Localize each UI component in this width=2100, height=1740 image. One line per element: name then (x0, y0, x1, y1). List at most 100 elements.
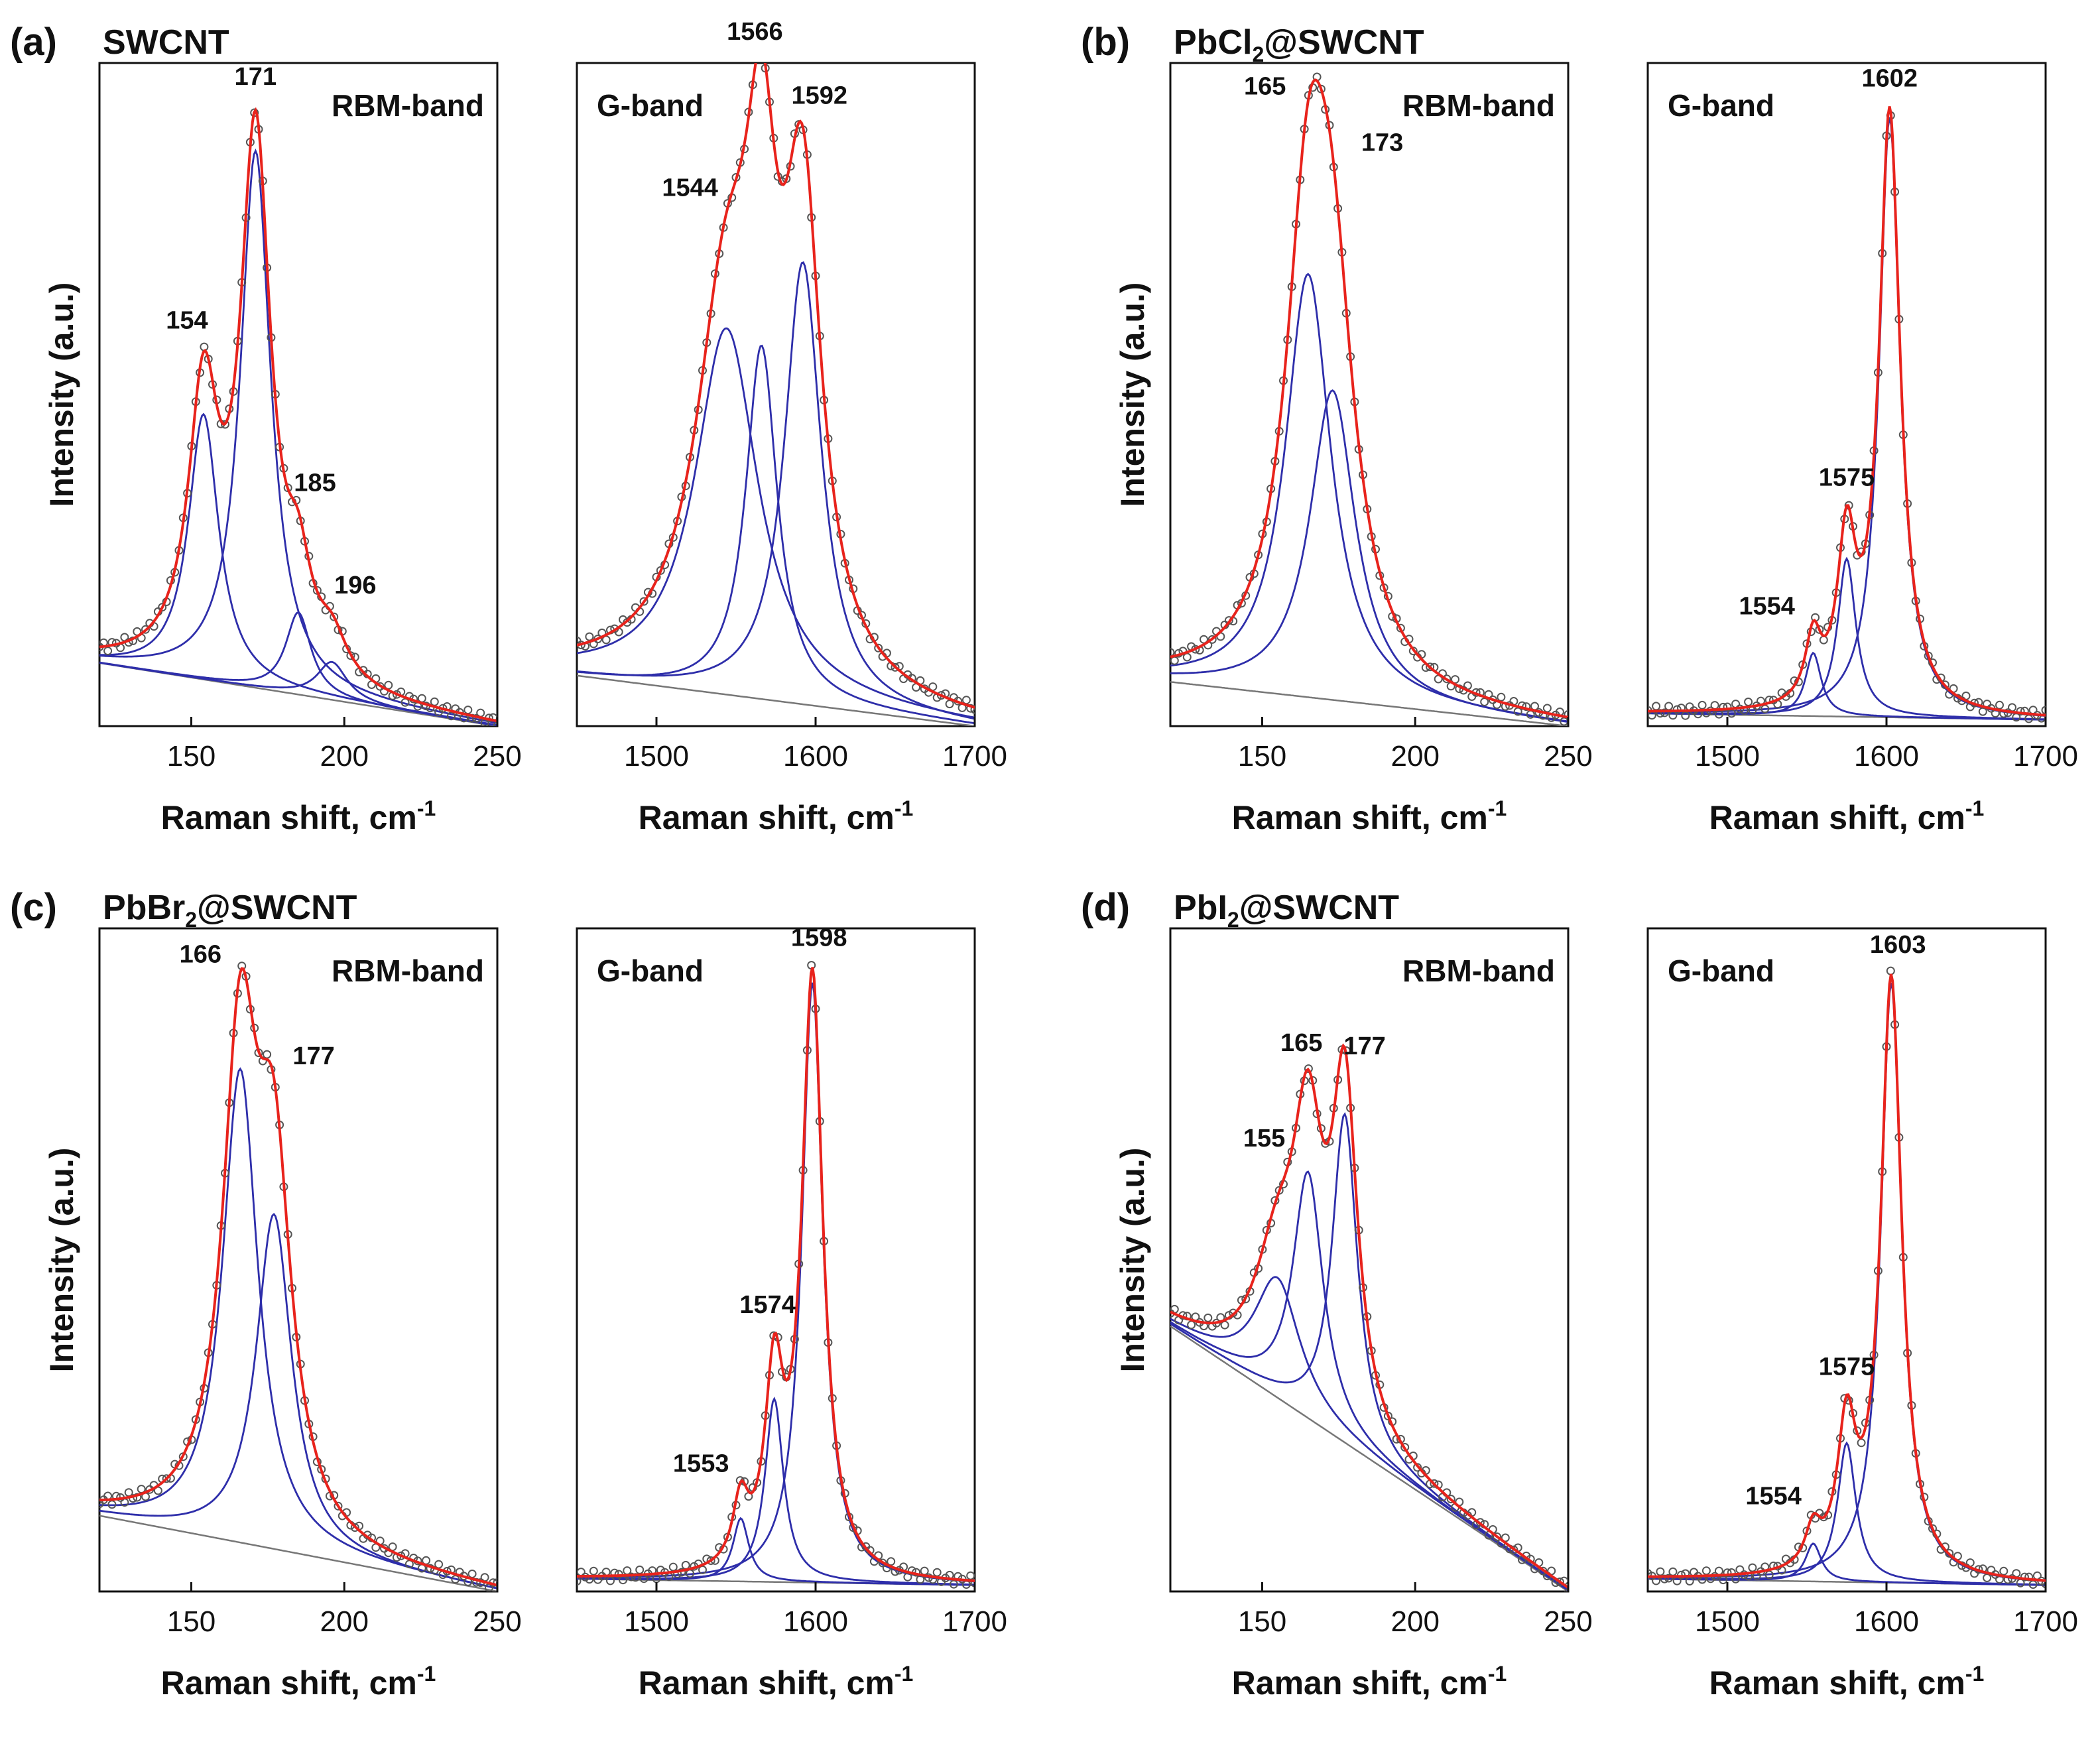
peak-label: 166 (180, 940, 221, 968)
component-peak-1602 (1648, 117, 2046, 717)
peak-label: 1598 (791, 924, 847, 952)
component-peak-1574 (577, 1397, 975, 1585)
data-point (1999, 1566, 2008, 1576)
peak-label: 171 (235, 63, 277, 91)
y-axis-label: Intensity (a.u.) (43, 1148, 80, 1373)
data-point (2041, 706, 2046, 715)
band-label: RBM-band (1402, 954, 1555, 988)
data-point (2024, 1572, 2034, 1582)
plot-frame (1646, 62, 2047, 727)
data-point (480, 1573, 489, 1582)
data-point (1430, 1479, 1439, 1488)
data-point (1542, 704, 1552, 713)
data-point (1187, 1320, 1196, 1330)
data-point (1480, 698, 1489, 706)
plot-area (1648, 106, 2046, 723)
x-tick-label: 250 (1544, 1605, 1592, 1638)
subplot-g-band-3: 1500 1600 1700 Raman shift, cm-1 G-band 1554 1… (1646, 927, 2078, 1702)
data-point (334, 1501, 343, 1511)
plot-area (99, 962, 497, 1591)
band-label: G-band (1668, 88, 1774, 123)
fit-curve (1648, 973, 2046, 1582)
data-point (1701, 1566, 1711, 1576)
component-peak-177 (1170, 1112, 1568, 1591)
data-point (1764, 1570, 1774, 1580)
data-point (1744, 698, 1753, 706)
component-peak-1575 (1648, 1441, 2046, 1586)
component-peak-173 (1170, 389, 1568, 723)
plot-frame (1169, 927, 1570, 1593)
x-axis-label: Raman shift, cm-1 (1709, 796, 1985, 836)
fit-curve (1170, 1043, 1568, 1589)
plot-area (1170, 1043, 1568, 1591)
panel-label: (b) (1081, 21, 1130, 64)
y-axis-label: Intensity (a.u.) (1114, 1148, 1151, 1373)
data-point (1229, 1308, 1238, 1318)
subplot-g-band-1: 1500 1600 1700 Raman shift, cm-1 G-band 1554 1… (1646, 62, 2078, 836)
band-label: G-band (1668, 954, 1774, 988)
data-point (107, 1500, 117, 1509)
plot-area (99, 107, 497, 726)
peak-label: 1575 (1819, 464, 1875, 491)
data-point (891, 662, 900, 672)
data-point (1660, 708, 1669, 717)
fit-curve (577, 967, 975, 1582)
peak-label: 155 (1243, 1125, 1285, 1152)
data-point (589, 1566, 598, 1576)
data-point (2041, 1580, 2046, 1588)
data-point (1819, 635, 1828, 645)
data-point (1656, 1567, 1665, 1576)
peak-label: 1575 (1819, 1353, 1875, 1381)
data-point (1940, 680, 1949, 690)
subplot-rbm-band-0: 150 200 250 Raman shift, cm-1 RBM-band 154 171… (10, 21, 522, 836)
data-point (1815, 625, 1824, 634)
data-point (1710, 701, 1719, 710)
component-peak-1592 (577, 261, 975, 720)
plot-frame (576, 927, 976, 1593)
peak-label: 1602 (1862, 65, 1918, 93)
x-tick-label: 150 (1238, 1605, 1286, 1638)
x-tick-label: 1700 (942, 740, 1007, 773)
peak-label: 177 (1343, 1032, 1385, 1060)
component-peak-154 (99, 412, 497, 726)
data-point (476, 708, 485, 717)
x-tick-label: 200 (1391, 1605, 1440, 1638)
x-tick-label: 1700 (2013, 1605, 2078, 1638)
peak-label: 165 (1280, 1029, 1322, 1057)
x-tick-label: 150 (167, 1605, 216, 1638)
peak-label: 1566 (727, 18, 783, 46)
data-point (1723, 1568, 1732, 1578)
x-tick-label: 250 (1544, 740, 1592, 773)
component-peak-1566 (577, 344, 975, 725)
band-label: RBM-band (332, 88, 484, 123)
peak-label: 173 (1361, 129, 1403, 156)
data-point (966, 1571, 975, 1580)
x-tick-label: 1600 (1854, 740, 1919, 773)
data-point (1664, 1574, 1674, 1583)
data-point (639, 597, 649, 606)
data-point (753, 55, 761, 62)
data-point (1978, 707, 1987, 716)
sample-title: PbI2@SWCNT (1174, 889, 1399, 932)
peak-label: 165 (1244, 73, 1286, 101)
component-peak-165 (1170, 1170, 1568, 1591)
data-point (970, 1578, 975, 1587)
peak-label: 185 (294, 469, 336, 497)
data-point (1886, 966, 1895, 975)
fit-curve (1170, 78, 1568, 719)
x-axis-label: Raman shift, cm-1 (1232, 1662, 1507, 1702)
data-point (263, 1050, 272, 1059)
plot-frame (98, 927, 499, 1593)
x-tick-label: 1500 (1695, 1605, 1760, 1638)
x-tick-label: 1600 (1854, 1605, 1919, 1638)
data-point (1321, 1139, 1330, 1148)
data-point (585, 632, 594, 641)
component-peak-1575 (1648, 556, 2046, 721)
x-axis-label: Raman shift, cm-1 (639, 1662, 914, 1702)
x-tick-label: 1700 (942, 1605, 1007, 1638)
data-point (1497, 692, 1506, 702)
data-point (1555, 1578, 1564, 1586)
data-point (1664, 702, 1674, 711)
component-peak-165 (1170, 273, 1568, 723)
data-point (1945, 1549, 1954, 1558)
